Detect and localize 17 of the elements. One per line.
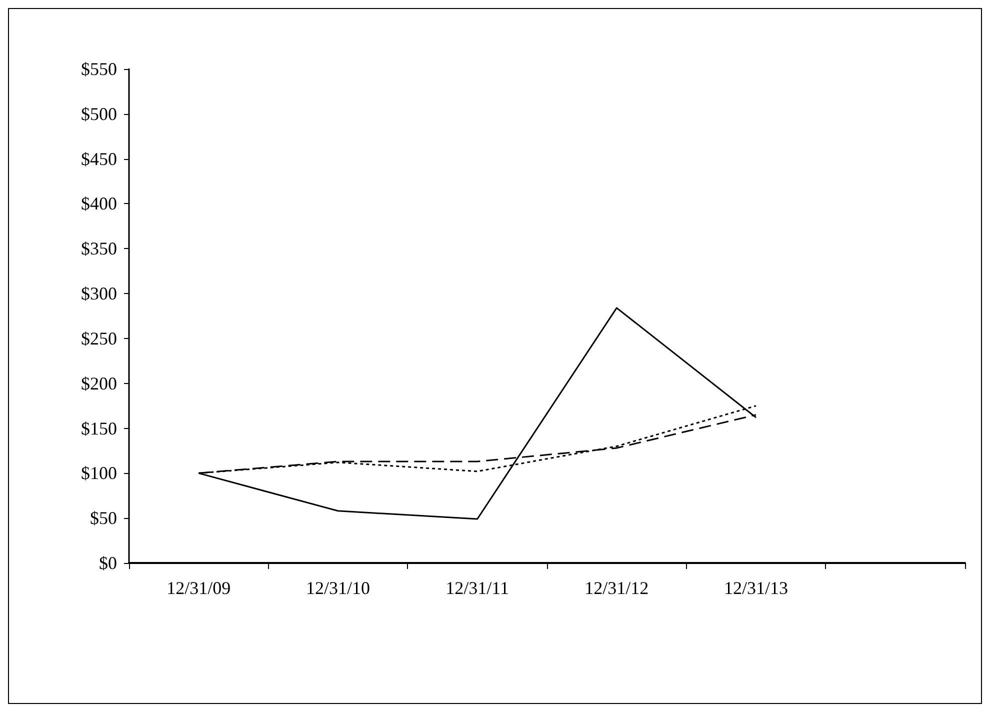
x-tick-label: 12/31/11 [446, 578, 510, 598]
y-tick-label: $100 [81, 463, 117, 484]
x-tick-label: 12/31/13 [724, 578, 788, 598]
y-tick-label: $200 [81, 373, 117, 394]
y-tick-label: $500 [81, 104, 117, 124]
y-tick-label: $550 [81, 59, 117, 79]
y-tick-label: $150 [81, 418, 117, 438]
y-tick-label: $350 [81, 238, 117, 259]
y-tick-label: $400 [81, 194, 117, 214]
y-tick-label: $250 [81, 328, 117, 348]
x-tick-label: 12/31/09 [166, 578, 231, 598]
y-tick-label: $0 [99, 553, 117, 573]
y-tick-label: $300 [81, 284, 117, 304]
y-tick-label: $450 [81, 148, 117, 169]
y-tick-label: $50 [90, 508, 117, 528]
x-tick-label: 12/31/12 [584, 578, 649, 598]
x-tick-label: 12/31/10 [306, 578, 370, 598]
